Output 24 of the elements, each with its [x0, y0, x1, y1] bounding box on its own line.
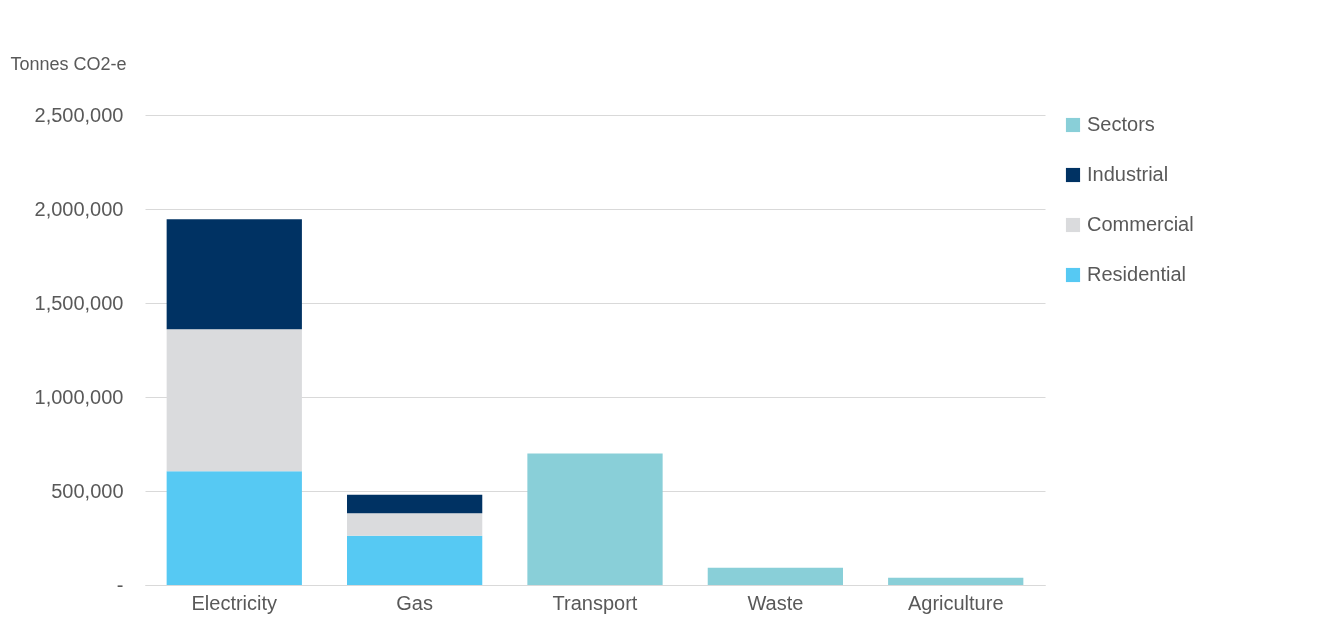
y-tick-label: 2,500,000 [34, 103, 124, 126]
bar [347, 494, 483, 514]
x-tick-label: Gas [396, 591, 433, 614]
legend-label: Industrial [1087, 163, 1169, 185]
y-axis-title: Tonnes CO2-e [10, 53, 127, 74]
bar [527, 453, 663, 585]
x-tick-label: Transport [552, 591, 638, 614]
x-tick-label: Waste [747, 591, 804, 614]
bar [347, 513, 483, 536]
bar [166, 219, 302, 330]
x-tick-label: Electricity [191, 591, 278, 614]
y-tick-label: 1,000,000 [34, 385, 124, 408]
y-tick-label: 2,000,000 [34, 197, 124, 220]
bar [888, 577, 1024, 585]
legend-label: Sectors [1087, 113, 1155, 135]
bar [166, 471, 302, 585]
y-tick-label: 1,500,000 [34, 291, 124, 314]
y-tick-label: 500,000 [51, 479, 124, 502]
legend-label: Residential [1087, 263, 1186, 285]
x-tick-label: Agriculture [907, 591, 1004, 614]
legend-label: Commercial [1087, 213, 1194, 235]
y-tick-label: - [116, 573, 124, 596]
bar [347, 535, 483, 585]
bar [707, 567, 843, 585]
